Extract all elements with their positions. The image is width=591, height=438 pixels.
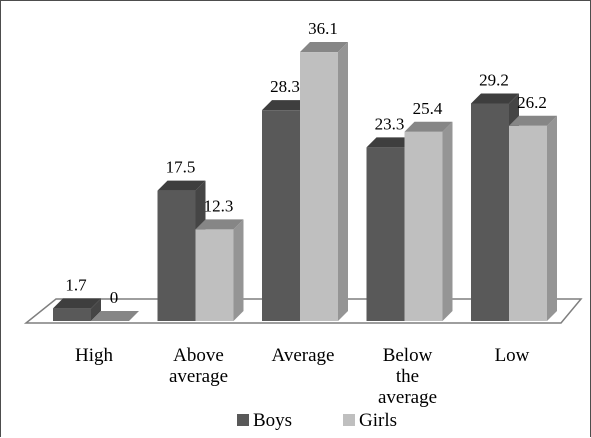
- data-label: 12.3: [204, 196, 234, 215]
- legend-swatch: [343, 414, 355, 426]
- data-labels-layer: 1.7 0 17.5 12.3 28.3 36.1 23.3 25.4 29.2 26.2: [65, 19, 547, 307]
- bar-girls-0: [91, 311, 139, 321]
- bar-side-face: [338, 42, 348, 322]
- bar-top-face: [262, 100, 310, 111]
- category-label: High: [75, 345, 114, 366]
- legend-item-girls: Girls: [343, 410, 397, 431]
- bar-front-face: [53, 308, 91, 321]
- bar-side-face: [91, 298, 101, 321]
- data-label: 28.3: [270, 77, 300, 96]
- data-label: 1.7: [65, 275, 87, 294]
- bar-top-face: [53, 298, 101, 309]
- bar-girls-3: [404, 121, 453, 322]
- bar-girls-4: [509, 115, 557, 321]
- category-label: Low: [495, 345, 530, 366]
- data-label: 29.2: [479, 70, 509, 89]
- category-label: Above average: [169, 345, 228, 387]
- data-label: 36.1: [308, 19, 338, 38]
- bar-front-face: [157, 190, 196, 321]
- category-axis-labels: High Above average Average Below the average Lo…: [75, 345, 530, 408]
- bars-layer: [53, 42, 557, 322]
- bar-front-face: [300, 52, 338, 322]
- bar-top-face: [195, 219, 244, 230]
- legend-label: Boys: [253, 410, 292, 431]
- bar-side-face: [233, 219, 244, 321]
- bar-top-face: [404, 121, 453, 132]
- bar-top-face: [157, 180, 206, 191]
- legend-swatch: [237, 414, 249, 426]
- bar-top-face: [91, 311, 139, 321]
- legend-label: Girls: [359, 410, 397, 431]
- bar-side-face: [547, 115, 557, 321]
- bar-top-face: [509, 115, 557, 126]
- bar-front-face: [509, 125, 547, 321]
- bar-front-face: [471, 103, 509, 322]
- bar-front-face: [262, 110, 300, 321]
- bar-girls-1: [195, 219, 244, 321]
- bar-front-face: [195, 229, 234, 321]
- category-label: Below the average: [378, 345, 437, 408]
- category-label: Average: [272, 345, 335, 366]
- bar-front-face: [404, 131, 443, 321]
- legend-item-boys: Boys: [237, 410, 292, 431]
- bar-front-face: [366, 147, 405, 321]
- legend: Boys Girls: [237, 410, 397, 431]
- data-label: 23.3: [375, 114, 405, 133]
- bar-top-face: [366, 137, 415, 148]
- data-label: 17.5: [166, 158, 196, 177]
- bar-boys-0: [53, 298, 101, 321]
- data-label: 26.2: [517, 93, 547, 112]
- data-label: 0: [110, 288, 119, 307]
- bar-side-face: [442, 121, 453, 322]
- bar-girls-2: [300, 42, 348, 322]
- bar-top-face: [300, 42, 348, 53]
- bar-top-face: [471, 93, 519, 104]
- data-label: 25.4: [413, 99, 443, 118]
